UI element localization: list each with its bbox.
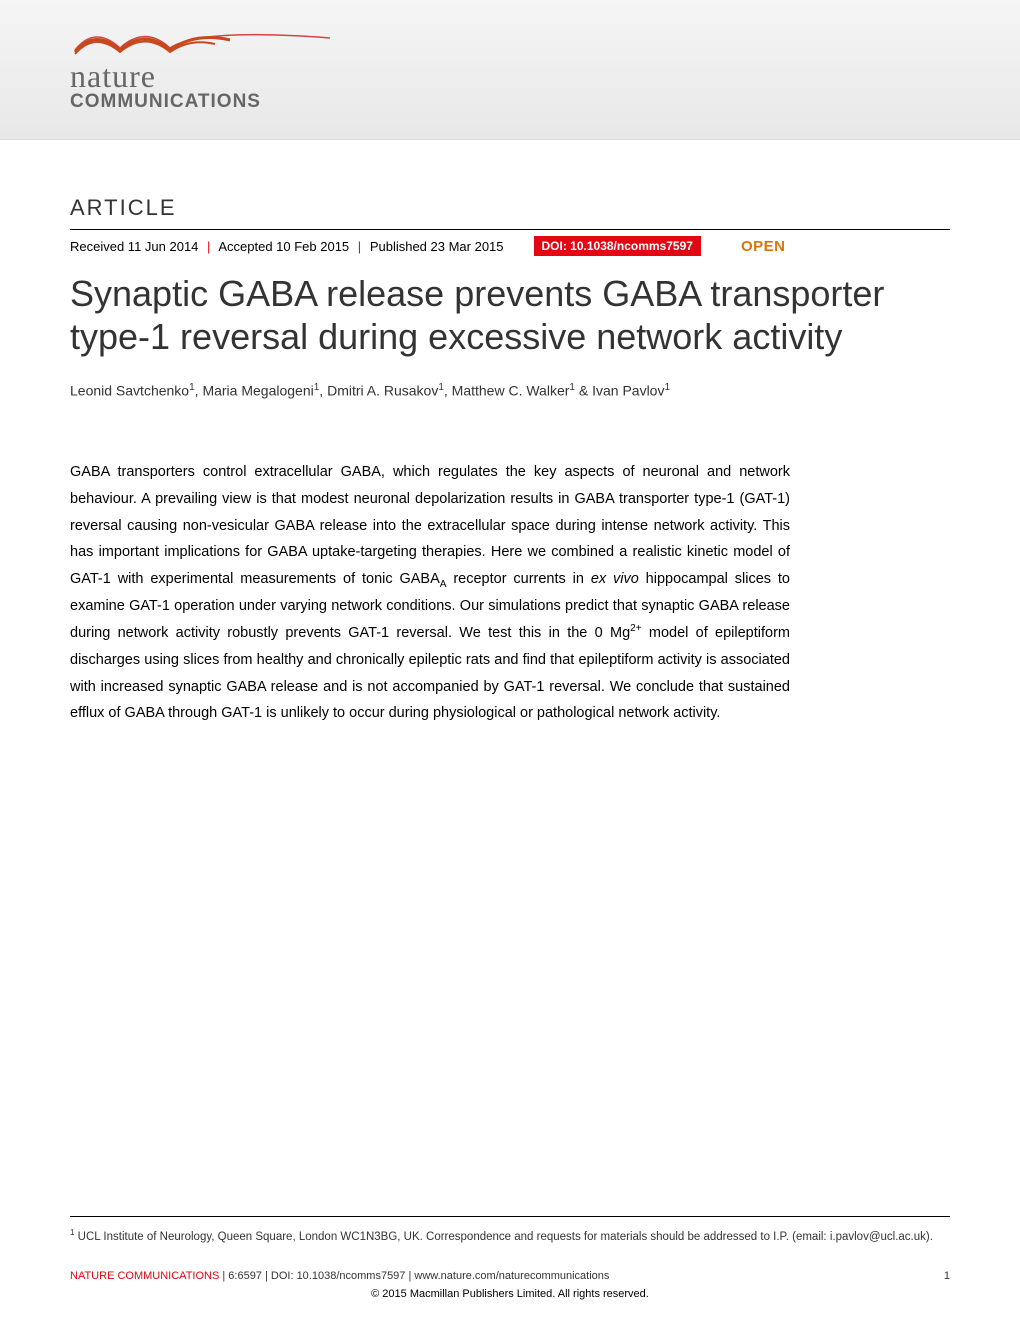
affiliation-text: UCL Institute of Neurology, Queen Square… bbox=[78, 1231, 933, 1243]
citation-detail: | 6:6597 | DOI: 10.1038/ncomms7597 | www… bbox=[219, 1270, 609, 1282]
author: Leonid Savtchenko bbox=[70, 383, 189, 399]
logo-communications-text: COMMUNICATIONS bbox=[70, 91, 330, 113]
author: Maria Megalogeni bbox=[202, 383, 313, 399]
article-type-label: ARTICLE bbox=[70, 195, 950, 221]
citation-text: NATURE COMMUNICATIONS | 6:6597 | DOI: 10… bbox=[70, 1270, 609, 1282]
date-separator: | bbox=[358, 239, 361, 254]
doi-badge: DOI: 10.1038/ncomms7597 bbox=[534, 236, 701, 256]
affiliation-mark: 1 bbox=[70, 1228, 74, 1237]
author: Matthew C. Walker bbox=[452, 383, 570, 399]
page-number: 1 bbox=[944, 1270, 950, 1282]
abstract-text: GABA transporters control extracellular … bbox=[70, 459, 790, 727]
affiliation-mark: 1 bbox=[438, 382, 444, 393]
published-date: Published 23 Mar 2015 bbox=[370, 239, 504, 254]
author-list: Leonid Savtchenko1, Maria Megalogeni1, D… bbox=[70, 382, 950, 399]
affiliation-mark: 1 bbox=[569, 382, 575, 393]
page-footer: 1 UCL Institute of Neurology, Queen Squa… bbox=[70, 1216, 950, 1300]
article-meta-row: Received 11 Jun 2014 | Accepted 10 Feb 2… bbox=[70, 229, 950, 256]
author: Dmitri A. Rusakov bbox=[327, 383, 438, 399]
affiliation-mark: 1 bbox=[664, 382, 670, 393]
date-separator: | bbox=[207, 239, 210, 254]
article-content: ARTICLE Received 11 Jun 2014 | Accepted … bbox=[0, 140, 1020, 727]
journal-name: NATURE COMMUNICATIONS bbox=[70, 1270, 219, 1282]
author: Ivan Pavlov bbox=[592, 383, 664, 399]
affiliation-mark: 1 bbox=[189, 382, 195, 393]
received-date: Received 11 Jun 2014 bbox=[70, 239, 198, 254]
article-title: Synaptic GABA release prevents GABA tran… bbox=[70, 272, 950, 358]
affiliation-mark: 1 bbox=[314, 382, 320, 393]
open-access-badge: OPEN bbox=[741, 238, 786, 255]
copyright-text: © 2015 Macmillan Publishers Limited. All… bbox=[70, 1288, 950, 1300]
journal-logo: nature COMMUNICATIONS bbox=[70, 20, 330, 113]
affiliation-line: 1 UCL Institute of Neurology, Queen Squa… bbox=[70, 1216, 950, 1246]
swoosh-icon bbox=[70, 20, 330, 60]
accepted-date: Accepted 10 Feb 2015 bbox=[218, 239, 349, 254]
citation-row: NATURE COMMUNICATIONS | 6:6597 | DOI: 10… bbox=[70, 1270, 950, 1282]
logo-nature-text: nature bbox=[70, 62, 330, 91]
journal-banner: nature COMMUNICATIONS bbox=[0, 0, 1020, 140]
article-dates: Received 11 Jun 2014 | Accepted 10 Feb 2… bbox=[70, 239, 504, 254]
